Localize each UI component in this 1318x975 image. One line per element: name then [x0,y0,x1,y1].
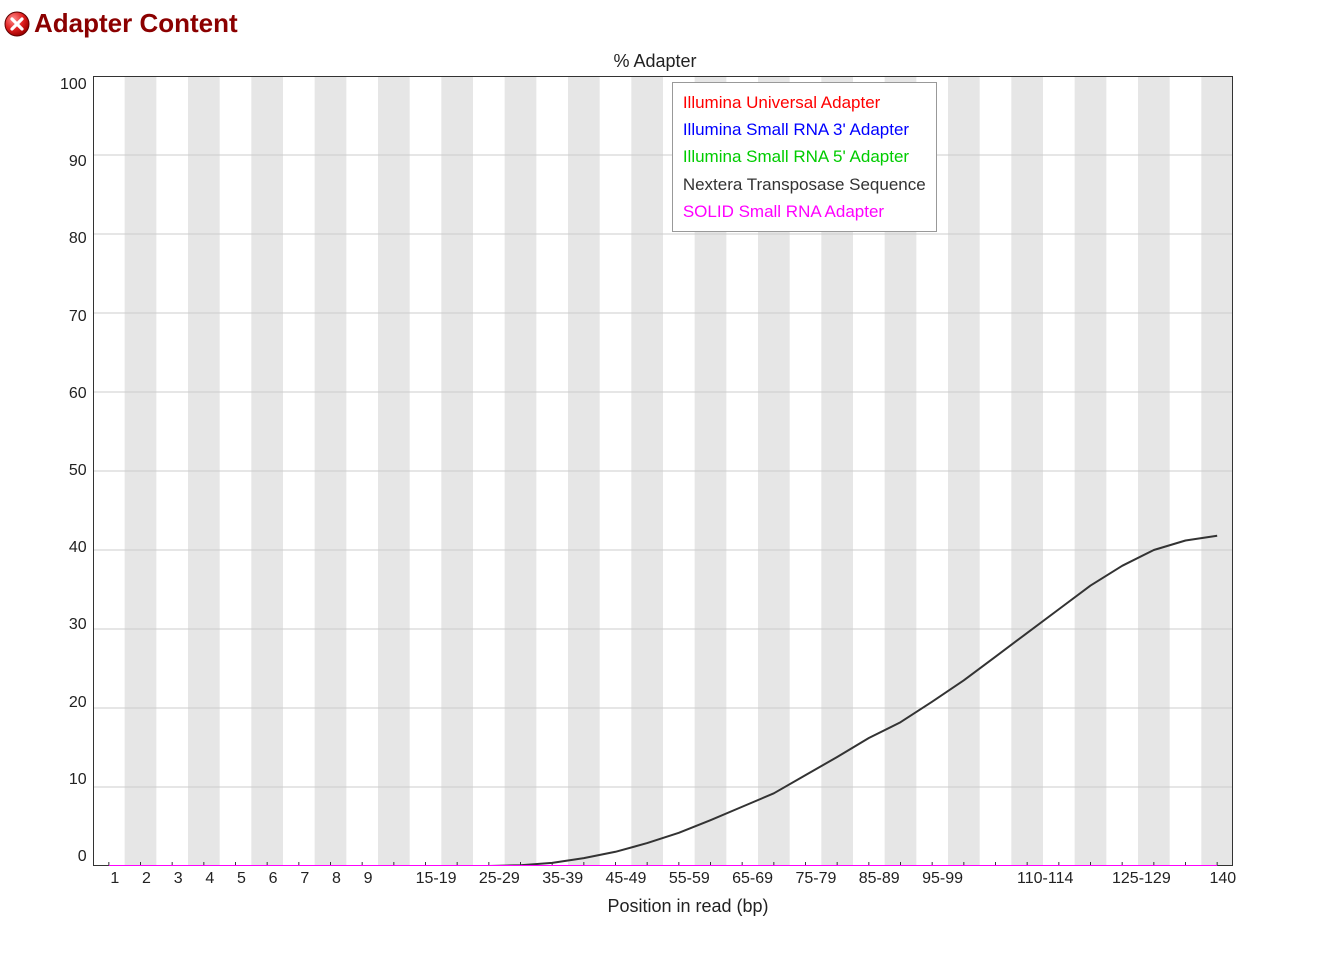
y-tick: 40 [60,539,87,557]
y-tick: 80 [60,230,87,248]
x-tick [574,870,606,888]
x-axis: 123456789 15-19 25-29 35-39 45-49 55-59 65-69 7… [99,870,1239,888]
chart-legend: Illumina Universal AdapterIllumina Small… [672,82,937,232]
y-tick: 10 [60,771,87,789]
y-tick: 70 [60,308,87,326]
chart-title: % Adapter [60,51,1250,72]
x-tick: 3 [162,870,194,888]
legend-item: Illumina Universal Adapter [683,89,926,116]
x-tick: 15-19 [416,870,448,888]
x-tick [890,870,922,888]
x-tick: 7 [289,870,321,888]
x-tick: 65-69 [732,870,764,888]
plot-area [93,76,1233,866]
x-tick: 35-39 [542,870,574,888]
x-tick: 75-79 [795,870,827,888]
x-tick [1049,870,1081,888]
y-tick: 60 [60,385,87,403]
x-tick: 140 [1207,870,1239,888]
y-axis: 1009080706050403020100 [60,76,93,866]
y-tick: 90 [60,153,87,171]
x-tick [1080,870,1112,888]
y-tick: 20 [60,694,87,712]
x-tick: 9 [352,870,384,888]
x-tick: 2 [131,870,163,888]
x-axis-label: Position in read (bp) [93,896,1283,917]
y-tick: 30 [60,616,87,634]
x-tick [447,870,479,888]
section-title: Adapter Content [34,8,238,39]
adapter-content-chart: % Adapter 1009080706050403020100 Illumin… [0,51,1318,917]
x-tick [985,870,1017,888]
x-tick [1175,870,1207,888]
x-tick [637,870,669,888]
x-tick [700,870,732,888]
x-tick: 25-29 [479,870,511,888]
x-tick: 5 [226,870,258,888]
x-tick: 45-49 [606,870,638,888]
x-tick: 85-89 [859,870,891,888]
legend-item: Nextera Transposase Sequence [683,171,926,198]
section-header: Adapter Content [0,0,1318,51]
x-tick [827,870,859,888]
x-tick: 125-129 [1112,870,1144,888]
x-tick [954,870,986,888]
x-tick: 6 [257,870,289,888]
x-tick [1144,870,1176,888]
x-tick: 95-99 [922,870,954,888]
y-tick: 50 [60,462,87,480]
x-tick [384,870,416,888]
x-tick [511,870,543,888]
x-tick: 1 [99,870,131,888]
x-tick: 110-114 [1017,870,1049,888]
x-tick [764,870,796,888]
x-tick: 55-59 [669,870,701,888]
y-tick: 100 [60,76,87,94]
legend-item: Illumina Small RNA 5' Adapter [683,143,926,170]
x-tick: 8 [321,870,353,888]
fail-icon [4,11,30,37]
legend-item: SOLID Small RNA Adapter [683,198,926,225]
x-tick: 4 [194,870,226,888]
legend-item: Illumina Small RNA 3' Adapter [683,116,926,143]
y-tick: 0 [60,848,87,866]
